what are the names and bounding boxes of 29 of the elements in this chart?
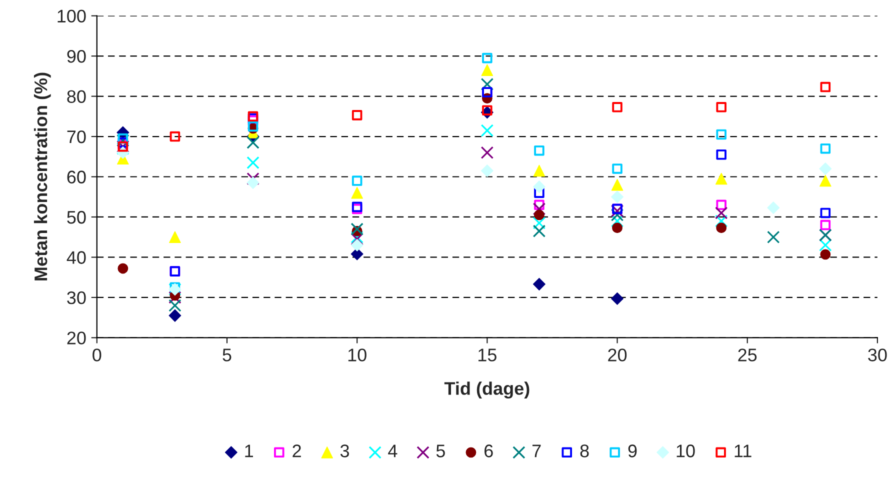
legend-label: 9 bbox=[628, 444, 637, 458]
y-tick-label: 70 bbox=[67, 130, 86, 144]
y-tick-label: 20 bbox=[67, 332, 86, 344]
legend-label: 2 bbox=[292, 444, 301, 458]
x-tick-label: 15 bbox=[478, 348, 496, 362]
y-tick-label: 50 bbox=[67, 210, 86, 224]
legend-label: 10 bbox=[676, 444, 695, 458]
y-tick-label: 90 bbox=[67, 50, 86, 63]
legend-label: 11 bbox=[734, 444, 752, 458]
x-tick-label: 25 bbox=[738, 348, 757, 362]
legend-label: 6 bbox=[484, 444, 493, 458]
y-tick-label: 100 bbox=[58, 10, 86, 23]
legend-label: 8 bbox=[580, 444, 589, 458]
x-tick-label: 5 bbox=[222, 348, 232, 362]
x-tick-label: 20 bbox=[608, 348, 627, 362]
y-tick-label: 30 bbox=[67, 291, 86, 304]
legend-label: 7 bbox=[532, 444, 541, 458]
legend-label: 5 bbox=[436, 444, 445, 458]
y-axis-title: Metan koncentration (%) bbox=[34, 72, 51, 280]
x-tick-label: 10 bbox=[348, 348, 366, 362]
x-tick-label: 0 bbox=[92, 348, 102, 362]
y-tick-label: 40 bbox=[66, 251, 86, 264]
y-tick-label: 80 bbox=[67, 90, 86, 103]
x-axis-title: Tid (dage) bbox=[444, 382, 530, 399]
legend-label: 4 bbox=[388, 444, 398, 458]
legend-label: 1 bbox=[245, 444, 253, 458]
legend-label: 3 bbox=[340, 444, 349, 458]
x-tick-label: 30 bbox=[868, 348, 887, 362]
y-tick-label: 60 bbox=[67, 170, 86, 184]
